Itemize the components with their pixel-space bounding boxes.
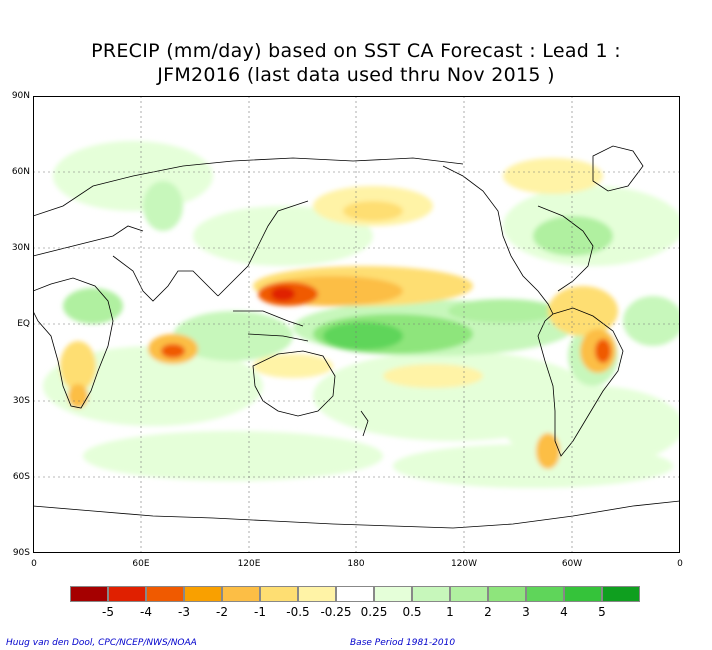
colorbar-label: -3 xyxy=(178,605,190,619)
colorbar-label: -5 xyxy=(102,605,114,619)
lat-label: 90S xyxy=(12,548,30,558)
colorbar-swatch xyxy=(412,586,450,602)
lat-label: 90N xyxy=(11,91,30,101)
lon-label: 180 xyxy=(347,559,365,569)
colorbar-label: 4 xyxy=(560,605,568,619)
colorbar-swatch xyxy=(222,586,260,602)
colorbar-label: -1 xyxy=(254,605,266,619)
colorbar-label: 0.25 xyxy=(360,605,388,619)
lat-label: 60S xyxy=(12,472,30,482)
colorbar-swatch xyxy=(108,586,146,602)
lat-label: EQ xyxy=(17,319,30,329)
coastlines xyxy=(33,145,680,529)
colorbar-swatch xyxy=(374,586,412,602)
lon-label: 0 xyxy=(677,559,683,569)
credit-base-period: Base Period 1981-2010 xyxy=(350,638,456,648)
map-title-line2: JFM2016 (last data used thru Nov 2015 ) xyxy=(157,64,555,86)
colorbar-swatch xyxy=(450,586,488,602)
colorbar-swatch xyxy=(260,586,298,602)
colorbar-swatch xyxy=(184,586,222,602)
colorbar-swatch xyxy=(298,586,336,602)
credit-author: Huug van den Dool, CPC/NCEP/NWS/NOAA xyxy=(6,638,197,648)
colorbar-swatch xyxy=(526,586,564,602)
colorbar-label: -0.5 xyxy=(286,605,310,619)
colorbar-label: -2 xyxy=(216,605,228,619)
colorbar xyxy=(70,586,641,604)
lon-label: 120E xyxy=(237,559,261,569)
colorbar-swatch xyxy=(602,586,640,602)
colorbar-swatch xyxy=(336,586,374,602)
lat-label: 30N xyxy=(11,243,30,253)
colorbar-label: 2 xyxy=(484,605,492,619)
precip-anomaly-field xyxy=(43,141,680,488)
colorbar-label: 3 xyxy=(522,605,530,619)
colorbar-swatch xyxy=(146,586,184,602)
precip-anomaly-map xyxy=(33,96,680,553)
lon-label: 60W xyxy=(561,559,583,569)
lon-label: 0 xyxy=(31,559,37,569)
colorbar-swatch xyxy=(70,586,108,602)
lon-label: 120W xyxy=(450,559,478,569)
colorbar-label: -0.25 xyxy=(320,605,352,619)
lon-label: 60E xyxy=(132,559,150,569)
lat-label: 30S xyxy=(12,396,30,406)
colorbar-label: 5 xyxy=(598,605,606,619)
graticule xyxy=(33,96,680,553)
map-title-line1: PRECIP (mm/day) based on SST CA Forecast… xyxy=(91,40,621,62)
colorbar-swatch xyxy=(564,586,602,602)
colorbar-label: 0.5 xyxy=(402,605,422,619)
colorbar-label: 1 xyxy=(446,605,454,619)
lat-label: 60N xyxy=(11,167,30,177)
colorbar-label: -4 xyxy=(140,605,152,619)
colorbar-swatch xyxy=(488,586,526,602)
